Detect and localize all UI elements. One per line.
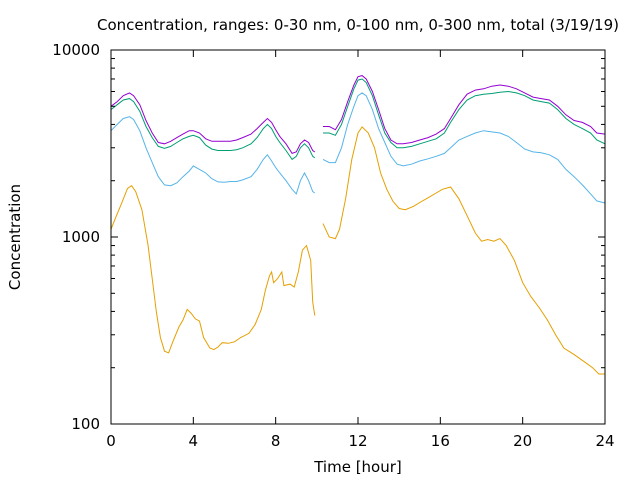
- x-tick-label: 12: [348, 432, 367, 450]
- series-layer: [110, 75, 606, 375]
- series-3-line-segment-0: [110, 92, 316, 155]
- plot-frame: [110, 49, 606, 425]
- x-axis-label: Time [hour]: [313, 458, 402, 476]
- series-0-line-segment-0: [110, 185, 316, 354]
- x-tick-label: 4: [189, 432, 199, 450]
- series-3-line-segment-1: [323, 75, 606, 145]
- x-tick-label: 20: [513, 432, 532, 450]
- series-1-line-segment-0: [110, 116, 316, 195]
- x-tick-label: 8: [271, 432, 281, 450]
- y-axis-label: Concentration: [6, 184, 24, 290]
- series-0-line-segment-1: [322, 126, 605, 375]
- y-tick-label: 10000: [52, 41, 100, 59]
- series-2-line-segment-1: [323, 78, 606, 149]
- y-axis: 100 1000 10000: [52, 41, 605, 433]
- y-tick-label: 100: [71, 415, 100, 433]
- x-tick-label: 24: [595, 432, 614, 450]
- series-2-line-segment-0: [110, 98, 316, 161]
- series-1-line-segment-1: [322, 92, 606, 204]
- x-tick-label: 0: [106, 432, 116, 450]
- x-axis: 0 4 8 12 16 20 24: [106, 50, 615, 450]
- chart-title: Concentration, ranges: 0-30 nm, 0-100 nm…: [97, 16, 619, 34]
- x-tick-label: 16: [431, 432, 450, 450]
- y-tick-label: 1000: [62, 228, 100, 246]
